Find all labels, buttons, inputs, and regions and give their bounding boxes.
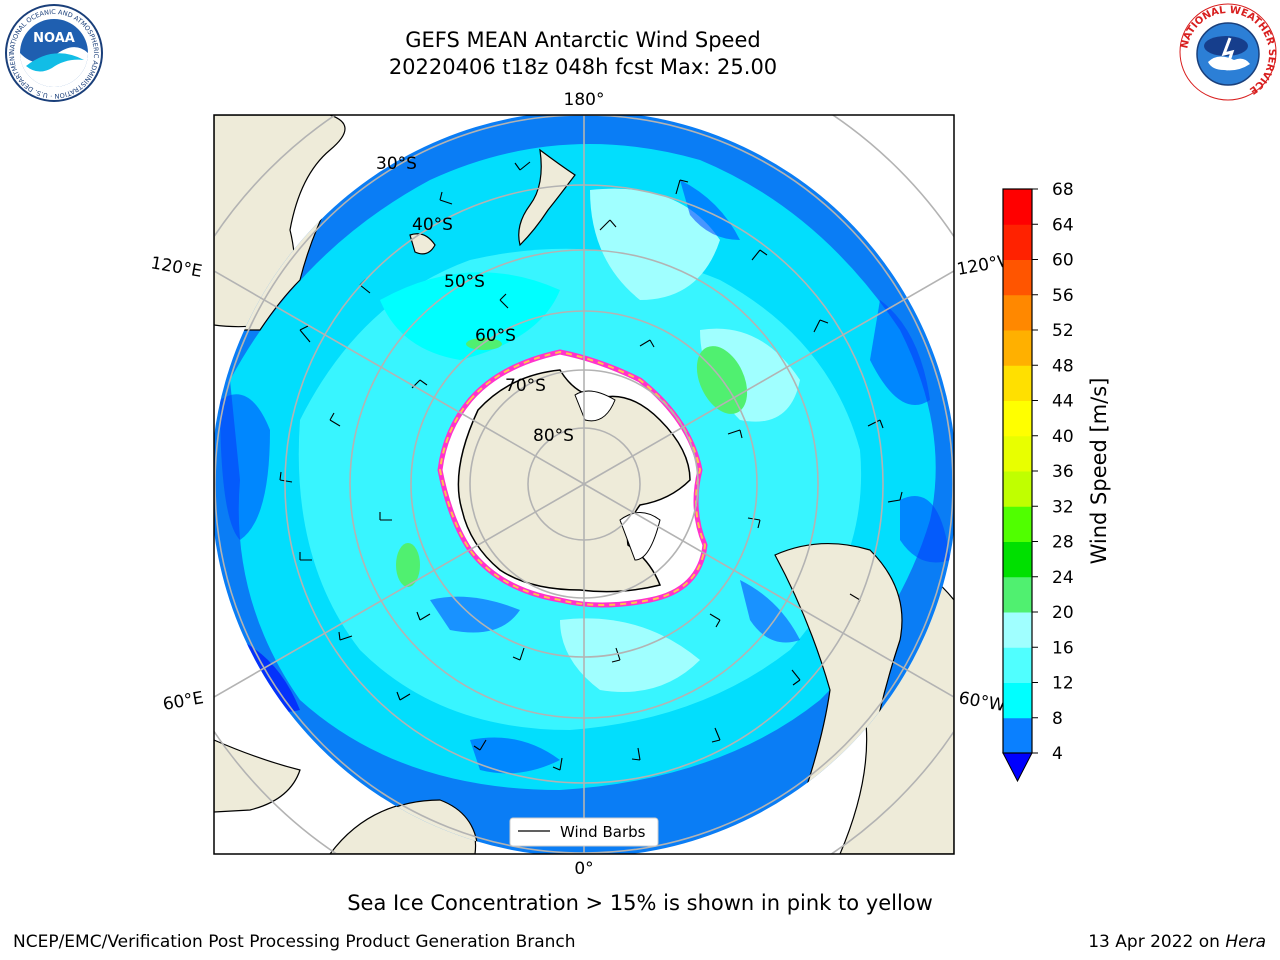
graticule — [214, 115, 954, 854]
colorbar-tick-label: 32 — [1052, 497, 1074, 517]
wind-barbs — [279, 161, 903, 771]
colorbar-tick-label: 36 — [1052, 462, 1074, 482]
lat-label-40s: 40°S — [412, 215, 453, 235]
colorbar-segment — [1003, 717, 1032, 754]
footer-date-text: 13 Apr 2022 on — [1088, 932, 1226, 952]
colorbar-segment — [1003, 365, 1032, 401]
lat-label-50s: 50°S — [444, 272, 485, 292]
footer-credit: NCEP/EMC/Verification Post Processing Pr… — [13, 932, 576, 952]
colorbar-segment — [1003, 576, 1032, 613]
ross-ice-shelf — [574, 390, 616, 422]
colorbar-segment — [1003, 294, 1032, 331]
colorbar-tick-label: 64 — [1052, 215, 1074, 235]
colorbar-tick-label: 28 — [1052, 533, 1074, 553]
colorbar-tick-label: 48 — [1052, 356, 1074, 376]
weddell-ice-shelf — [619, 512, 661, 561]
colorbar-segment — [1003, 541, 1032, 578]
colorbar-segment — [1003, 189, 1032, 225]
colorbar-segment — [1003, 400, 1032, 437]
lat-label-80s: 80°S — [533, 426, 574, 446]
lon-label-120e: 120°E — [149, 253, 203, 282]
colorbar-tick-label: 8 — [1052, 709, 1063, 729]
colorbar-segment — [1003, 612, 1032, 648]
colorbar-tick-label: 24 — [1052, 568, 1074, 588]
colorbar-tick-label: 68 — [1052, 180, 1074, 200]
wind-barbs-legend: Wind Barbs — [509, 817, 659, 847]
lat-label-60s: 60°S — [475, 326, 516, 346]
noaa-logo: NATIONAL OCEANIC AND ATMOSPHERIC ADMINIS… — [4, 4, 103, 102]
lon-label-60e: 60°E — [161, 688, 205, 715]
nws-logo: NATIONAL WEATHER SERVICE — [1179, 3, 1277, 101]
footer-host: Hera — [1225, 932, 1266, 952]
colorbar-segment — [1003, 471, 1032, 507]
colorbar-tick-label: 60 — [1052, 251, 1074, 271]
lat-label-30s: 30°S — [376, 154, 417, 174]
wind-speed-field — [214, 115, 950, 854]
lon-label-180: 180° — [564, 90, 605, 110]
colorbar-tick-label: 4 — [1052, 744, 1063, 764]
colorbar-tick-label: 52 — [1052, 321, 1074, 341]
chart-subtitle: 20220406 t18z 048h fcst Max: 25.00 — [388, 55, 778, 79]
colorbar-segment — [1003, 682, 1032, 719]
lat-label-70s: 70°S — [505, 376, 546, 396]
map-frame — [213, 114, 955, 855]
chart-title: GEFS MEAN Antarctic Wind Speed — [405, 28, 761, 52]
legend-label: Wind Barbs — [560, 823, 646, 841]
colorbar-segment — [1003, 506, 1032, 542]
latitude-labels: 30°S 40°S 50°S 60°S 70°S 80°S — [376, 154, 574, 446]
colorbar-label: Wind Speed [m/s] — [1087, 378, 1111, 565]
colorbar-segment — [1003, 647, 1032, 683]
colorbar-segment — [1003, 435, 1032, 472]
colorbar-tick-label: 16 — [1052, 638, 1074, 658]
noaa-logo-text: NOAA — [33, 31, 75, 46]
new-zealand — [518, 148, 576, 247]
colorbar-tick-label: 56 — [1052, 286, 1074, 306]
sea-ice-caption: Sea Ice Concentration > 15% is shown in … — [347, 891, 933, 915]
colorbar-tick-label: 40 — [1052, 427, 1074, 447]
colorbar-tick-label: 20 — [1052, 603, 1074, 623]
colorbar-under-arrow — [1002, 752, 1033, 783]
lon-label-60w: 60°W — [957, 688, 1007, 716]
colorbar-tick-label: 12 — [1052, 674, 1074, 694]
colorbar-segment — [1003, 330, 1032, 366]
colorbar-segments — [1003, 189, 1032, 754]
lon-label-0: 0° — [574, 859, 593, 879]
colorbar-segment — [1003, 259, 1032, 296]
footer-date: 13 Apr 2022 on Hera — [1088, 932, 1266, 952]
colorbar-segment — [1003, 224, 1032, 260]
colorbar-tick-label: 44 — [1052, 392, 1074, 412]
